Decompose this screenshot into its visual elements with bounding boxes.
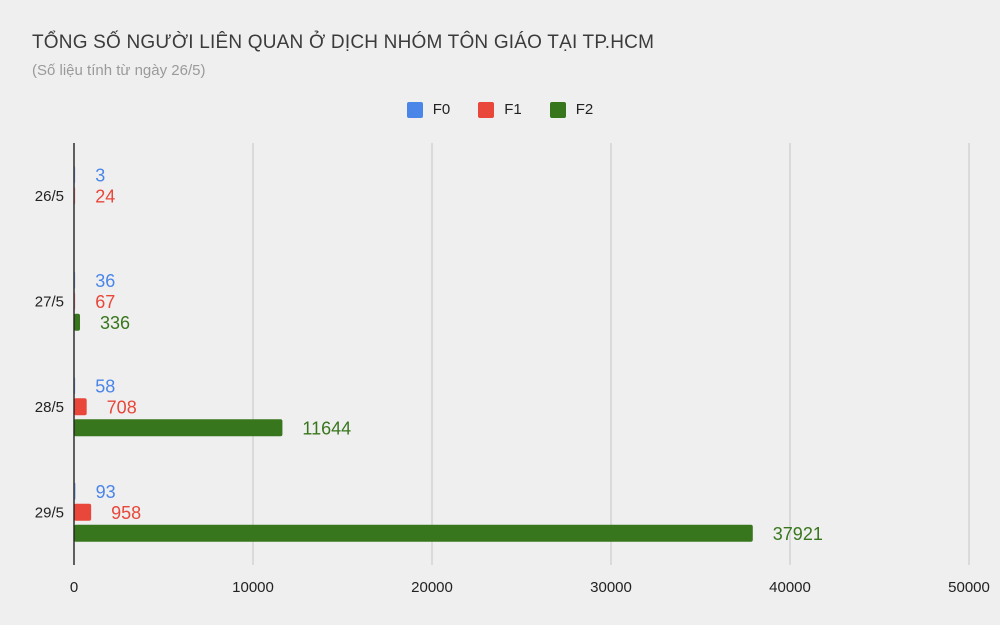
chart-title: TỔNG SỐ NGƯỜI LIÊN QUAN Ở DỊCH NHÓM TÔN … bbox=[32, 32, 655, 53]
x-tick-label: 10000 bbox=[232, 579, 274, 596]
legend-item-f1[interactable]: F1 bbox=[478, 101, 522, 118]
category-label: 28/5 bbox=[35, 399, 64, 416]
data-label-f1: 67 bbox=[95, 292, 115, 312]
legend-label-f2: F2 bbox=[575, 101, 594, 118]
chart-subtitle: (Số liệu tính từ ngày 26/5) bbox=[32, 62, 206, 79]
data-label-f0: 58 bbox=[95, 376, 115, 396]
legend-swatch-f2 bbox=[549, 101, 566, 118]
legend-swatch-f1 bbox=[478, 101, 495, 118]
data-label-f2: 37921 bbox=[773, 524, 823, 544]
bar-f2 bbox=[74, 524, 753, 542]
legend-swatch-f0 bbox=[406, 101, 423, 118]
data-label-f1: 958 bbox=[111, 503, 141, 523]
x-tick-label: 40000 bbox=[769, 579, 811, 596]
legend-label-f0: F0 bbox=[432, 101, 451, 118]
data-label-f0: 36 bbox=[95, 271, 115, 291]
legend-item-f0[interactable]: F0 bbox=[406, 101, 451, 118]
x-tick-label: 50000 bbox=[948, 579, 990, 596]
legend-item-f2[interactable]: F2 bbox=[549, 101, 594, 118]
category-label: 27/5 bbox=[35, 293, 64, 310]
x-tick-label: 30000 bbox=[590, 579, 632, 596]
legend-label-f1: F1 bbox=[504, 101, 522, 118]
legend: F0 F1 F2 bbox=[0, 101, 1000, 118]
data-label-f0: 93 bbox=[96, 482, 116, 502]
x-tick-label: 0 bbox=[70, 579, 78, 596]
data-label-f2: 11644 bbox=[302, 418, 351, 438]
category-label: 29/5 bbox=[35, 504, 64, 521]
data-label-f1: 708 bbox=[107, 397, 137, 417]
category-label: 26/5 bbox=[35, 188, 64, 205]
data-label-f0: 3 bbox=[95, 165, 105, 185]
bar-f1 bbox=[74, 398, 87, 416]
data-label-f1: 24 bbox=[95, 186, 115, 206]
bar-f2 bbox=[74, 419, 283, 437]
bar-f2 bbox=[74, 313, 81, 331]
data-label-f2: 336 bbox=[100, 313, 130, 333]
bar-f1 bbox=[74, 503, 92, 521]
x-tick-label: 20000 bbox=[411, 579, 453, 596]
